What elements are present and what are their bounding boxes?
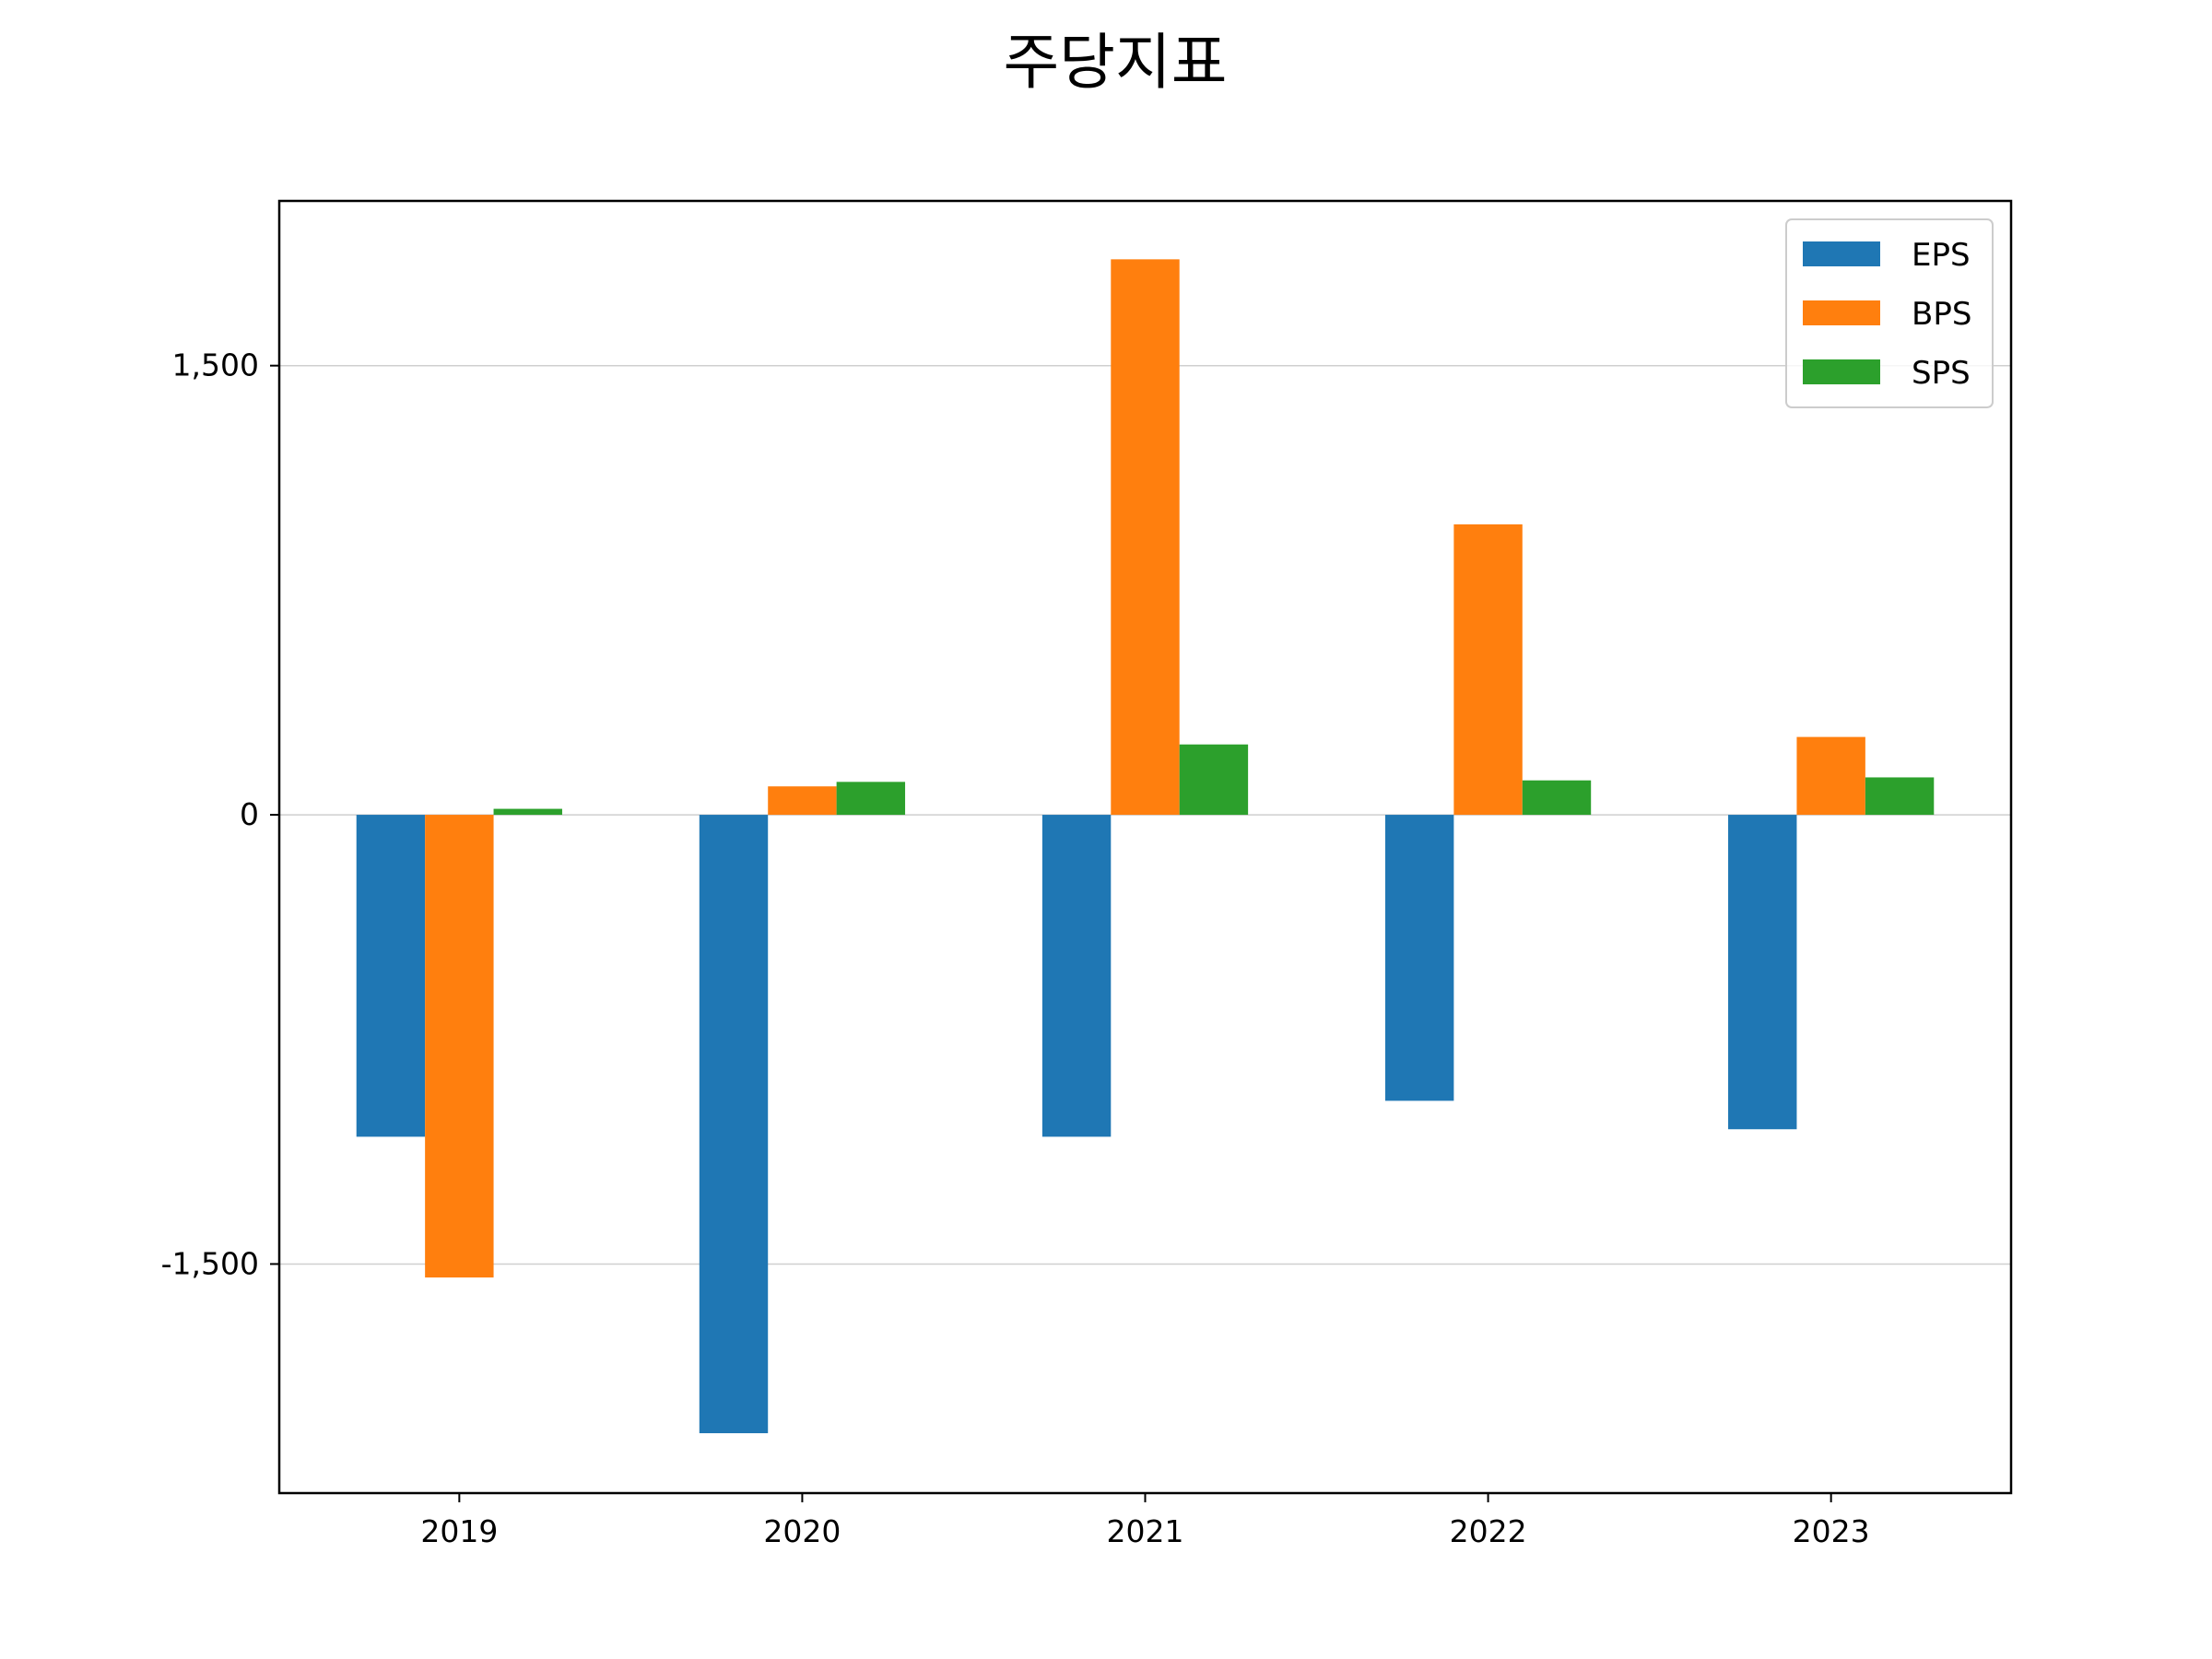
bar-eps-2023 <box>1728 815 1797 1130</box>
bar-bps-2022 <box>1453 524 1523 816</box>
x-tick-label: 2021 <box>1107 1513 1184 1549</box>
bar-eps-2020 <box>699 815 769 1434</box>
chart-title: 주당지표 <box>1004 27 1228 98</box>
bar-eps-2021 <box>1041 815 1112 1137</box>
bar-eps-2022 <box>1384 815 1454 1101</box>
x-tick-label: 2023 <box>1793 1513 1870 1549</box>
bar-sps-2023 <box>1865 777 1935 816</box>
legend-label-eps: EPS <box>1912 237 1971 274</box>
bar-sps-2020 <box>836 782 906 816</box>
bar-bps-2021 <box>1111 259 1180 816</box>
bar-bps-2019 <box>425 815 494 1278</box>
legend-label-bps: BPS <box>1912 296 1971 333</box>
legend-label-sps: SPS <box>1912 355 1971 392</box>
y-tick-label: 1,500 <box>172 347 259 383</box>
legend-swatch-eps <box>1803 241 1880 266</box>
legend-swatch-sps <box>1803 359 1880 384</box>
legend-swatch-bps <box>1803 300 1880 325</box>
bar-eps-2019 <box>356 815 426 1137</box>
x-tick-label: 2020 <box>763 1513 841 1549</box>
x-tick-label: 2022 <box>1450 1513 1527 1549</box>
bar-sps-2019 <box>493 808 562 816</box>
bar-sps-2022 <box>1522 780 1592 816</box>
y-tick-label: 0 <box>240 796 259 832</box>
bars <box>356 259 1935 1434</box>
legend: EPS BPS SPS <box>1785 218 1994 408</box>
bar-bps-2020 <box>768 786 837 816</box>
x-tick-label: 2019 <box>420 1513 498 1549</box>
bar-sps-2021 <box>1179 744 1249 816</box>
axis-ticks: -1,500 0 1,500 2019 2020 2021 2022 2023 <box>161 347 1870 1549</box>
bar-bps-2023 <box>1796 736 1865 816</box>
y-tick-label: -1,500 <box>161 1245 259 1281</box>
